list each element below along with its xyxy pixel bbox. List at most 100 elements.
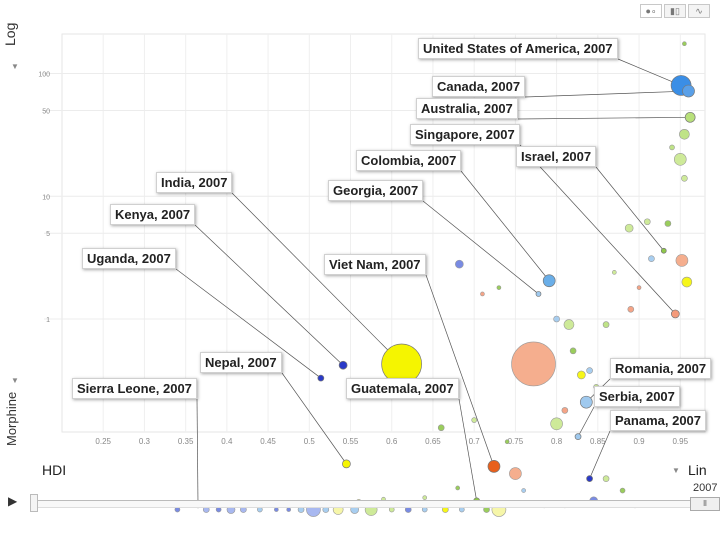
country-callout[interactable]: Nepal, 2007 xyxy=(200,352,282,373)
country-callout[interactable]: Romania, 2007 xyxy=(610,358,712,379)
data-point xyxy=(648,255,655,262)
play-icon[interactable]: ▶ xyxy=(8,494,18,508)
data-point xyxy=(586,367,593,374)
data-point xyxy=(471,417,477,423)
data-point xyxy=(602,475,610,482)
country-callout[interactable]: Guatemala, 2007 xyxy=(346,378,459,399)
data-point xyxy=(675,254,689,267)
y-tick-label: 50 xyxy=(42,108,50,115)
leader-line xyxy=(194,224,344,366)
data-point xyxy=(602,321,610,328)
x-tick-label: 0.7 xyxy=(469,437,481,446)
labeled-data-point xyxy=(542,274,556,288)
labeled-data-point xyxy=(338,360,348,370)
data-point xyxy=(643,218,651,226)
data-point xyxy=(673,153,687,166)
leader-line xyxy=(281,372,347,465)
labeled-data-point xyxy=(684,111,696,123)
country-callout[interactable]: Uganda, 2007 xyxy=(82,248,176,269)
country-callout[interactable]: Serbia, 2007 xyxy=(594,386,680,407)
data-point xyxy=(455,485,460,491)
labeled-data-point xyxy=(574,433,582,440)
data-point xyxy=(563,319,575,330)
data-point xyxy=(624,223,634,233)
leader-line xyxy=(458,398,477,501)
country-callout[interactable]: Panama, 2007 xyxy=(610,410,707,431)
data-point xyxy=(496,285,502,290)
x-tick-label: 0.55 xyxy=(343,437,359,446)
labeled-data-point xyxy=(660,247,667,254)
y-tick-label: 1 xyxy=(46,317,50,324)
x-tick-label: 0.75 xyxy=(508,437,524,446)
data-point xyxy=(569,347,577,355)
data-point xyxy=(627,305,635,313)
y-tick-label: 5 xyxy=(46,231,50,238)
labeled-data-point xyxy=(487,459,501,473)
x-scale-dropdown-icon[interactable]: ▼ xyxy=(672,466,680,475)
x-tick-label: 0.85 xyxy=(590,437,606,446)
time-slider-handle[interactable]: ll xyxy=(690,497,720,511)
leader-line xyxy=(589,430,611,479)
data-point xyxy=(619,487,626,494)
data-point xyxy=(422,495,428,500)
time-slider[interactable] xyxy=(34,500,712,508)
x-tick-label: 0.35 xyxy=(178,437,194,446)
country-callout[interactable]: Israel, 2007 xyxy=(516,146,597,167)
labeled-data-point xyxy=(682,84,695,98)
trail-toggle[interactable] xyxy=(30,494,38,512)
leader-line xyxy=(460,170,550,281)
country-callout[interactable]: Singapore, 2007 xyxy=(410,124,520,145)
leader-line xyxy=(175,268,322,379)
data-point xyxy=(455,259,464,269)
x-tick-label: 0.95 xyxy=(672,437,688,446)
country-callout[interactable]: Australia, 2007 xyxy=(416,98,518,119)
labeled-data-point xyxy=(670,309,680,319)
leader-line xyxy=(617,58,682,86)
y-scale-dropdown-icon[interactable]: ▼ xyxy=(11,62,19,71)
leader-line-layer xyxy=(175,58,691,506)
labeled-data-point xyxy=(586,475,593,483)
x-tick-label: 0.45 xyxy=(260,437,276,446)
data-point xyxy=(612,270,617,275)
bar-chart-icon[interactable]: ▮▯ xyxy=(664,4,686,18)
leader-line xyxy=(577,406,595,437)
country-callout[interactable]: Kenya, 2007 xyxy=(110,204,196,225)
x-tick-label: 0.4 xyxy=(221,437,233,446)
country-callout[interactable]: Canada, 2007 xyxy=(432,76,526,97)
year-label: 2007 xyxy=(693,482,718,494)
leader-line xyxy=(524,90,689,98)
data-point xyxy=(480,291,485,297)
country-callout[interactable]: Sierra Leone, 2007 xyxy=(72,378,197,399)
y-tick-label: 100 xyxy=(38,72,50,79)
data-point xyxy=(664,220,672,227)
data-point xyxy=(521,488,526,493)
x-indicator-selector[interactable]: HDI xyxy=(42,462,66,478)
data-point xyxy=(511,341,556,387)
data-point xyxy=(509,467,522,480)
x-tick-label: 0.8 xyxy=(551,437,563,446)
leader-line xyxy=(422,200,539,295)
leader-line xyxy=(595,166,665,251)
country-callout[interactable]: Colombia, 2007 xyxy=(356,150,462,171)
x-tick-label: 0.65 xyxy=(425,437,441,446)
x-axis-title[interactable]: HDI xyxy=(42,462,67,478)
data-point xyxy=(682,41,687,47)
chart-type-toolbar: ●∘ ▮▯ ∿ xyxy=(640,4,710,18)
leader-line xyxy=(519,144,676,315)
y-indicator-dropdown-icon[interactable]: ▼ xyxy=(11,376,19,385)
country-callout[interactable]: India, 2007 xyxy=(156,172,233,193)
labeled-data-point xyxy=(535,291,542,297)
bubble-chart-icon[interactable]: ●∘ xyxy=(640,4,662,18)
country-callout[interactable]: Georgia, 2007 xyxy=(328,180,424,201)
country-callout[interactable]: United States of America, 2007 xyxy=(418,38,618,59)
data-point xyxy=(669,144,675,151)
line-chart-icon[interactable]: ∿ xyxy=(688,4,710,18)
data-point xyxy=(561,407,569,414)
data-point xyxy=(679,128,690,140)
x-scale-selector[interactable]: Lin xyxy=(688,462,707,478)
country-callout[interactable]: Viet Nam, 2007 xyxy=(324,254,426,275)
data-point xyxy=(681,276,693,288)
x-scale-label[interactable]: Lin xyxy=(688,462,707,478)
